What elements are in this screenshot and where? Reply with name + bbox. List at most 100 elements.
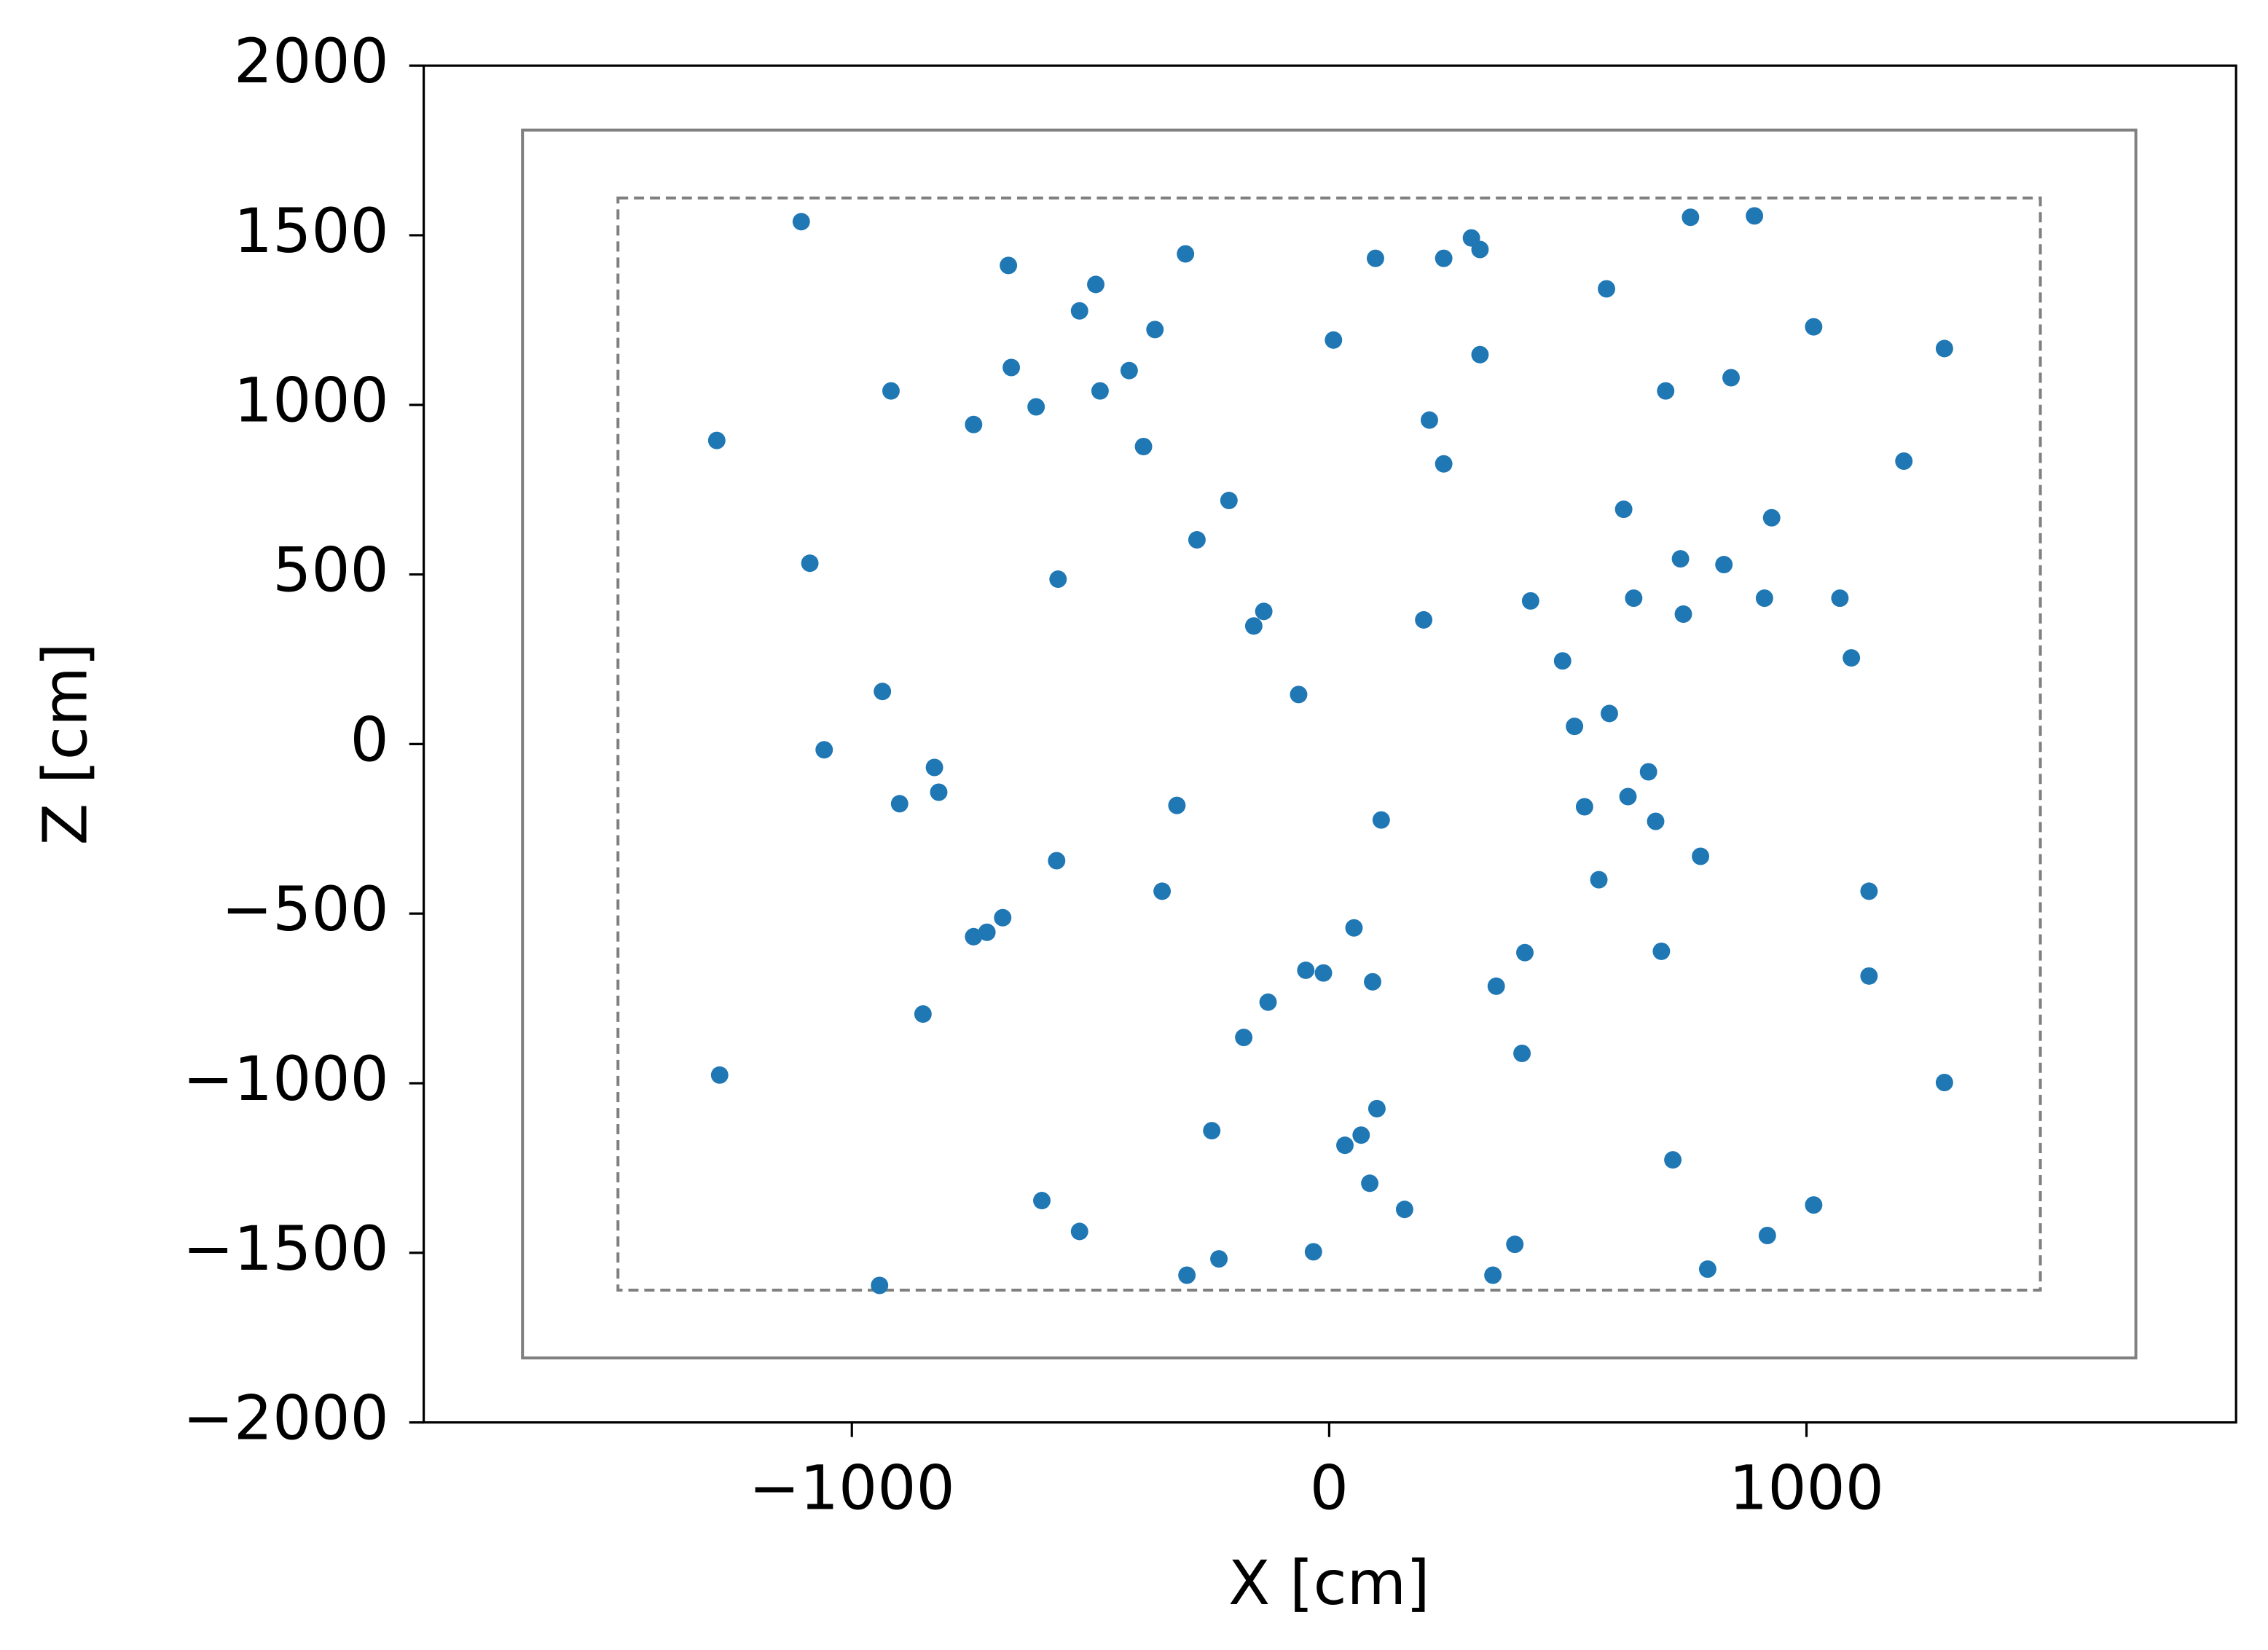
y-tick-label: −500 (221, 873, 389, 945)
point (1203, 1122, 1221, 1140)
point (1566, 718, 1584, 736)
point (1070, 302, 1088, 320)
y-tick-label: 1000 (234, 365, 389, 436)
point (1220, 492, 1238, 510)
point (1168, 796, 1186, 814)
point (1210, 1250, 1228, 1268)
point (1000, 256, 1018, 275)
point (1487, 977, 1505, 995)
point (1513, 1044, 1531, 1063)
point (1070, 1222, 1088, 1241)
point (1415, 610, 1433, 629)
point (1048, 852, 1066, 870)
point (871, 1276, 889, 1295)
point (1177, 245, 1195, 263)
point (1664, 1151, 1682, 1169)
x-axis-label: X [cm] (1228, 1547, 1430, 1619)
point (1471, 240, 1489, 259)
region-outline (616, 196, 2042, 1292)
point (1033, 1192, 1051, 1210)
point (1601, 704, 1618, 723)
x-tick-label: −1000 (749, 1453, 955, 1524)
point (1935, 339, 1953, 358)
point (1746, 207, 1764, 225)
x-tick-label: 1000 (1729, 1453, 1884, 1524)
y-tick-label: 1500 (234, 195, 389, 267)
point (1647, 812, 1665, 830)
point (1698, 1260, 1716, 1278)
point (925, 758, 943, 777)
point (1049, 570, 1067, 589)
point (965, 927, 983, 946)
point (1516, 943, 1534, 962)
point (1715, 556, 1733, 574)
point (1290, 685, 1308, 704)
point (1575, 798, 1593, 816)
point (1758, 1227, 1776, 1245)
point (1614, 500, 1633, 519)
point (1352, 1126, 1370, 1144)
point (1805, 1196, 1823, 1214)
point (914, 1005, 932, 1023)
point (890, 795, 909, 813)
y-tick-label: −1000 (183, 1043, 389, 1115)
point (1506, 1235, 1524, 1254)
point (1027, 398, 1045, 416)
y-axis-label: Z [cm] (30, 643, 101, 845)
point (1345, 919, 1363, 937)
point (1153, 882, 1172, 900)
point (994, 908, 1012, 927)
point (1002, 358, 1021, 377)
y-tick-label: 500 (272, 534, 389, 605)
point (1895, 452, 1913, 471)
point (1120, 361, 1138, 380)
point (1395, 1201, 1413, 1219)
point (1755, 589, 1773, 608)
point (1325, 331, 1343, 349)
point (1619, 787, 1637, 806)
point (815, 741, 833, 759)
point (1682, 208, 1700, 227)
point (1368, 1099, 1386, 1117)
point (1484, 1266, 1502, 1284)
point (1091, 382, 1109, 400)
point (1178, 1266, 1196, 1284)
point (1259, 993, 1277, 1011)
point (1935, 1074, 1953, 1092)
point (1421, 411, 1438, 429)
point (1235, 1029, 1253, 1047)
x-tick-label: 0 (1310, 1453, 1349, 1524)
point (1805, 318, 1823, 336)
point (1255, 602, 1273, 621)
point (1553, 652, 1571, 670)
region-outline (521, 128, 2138, 1360)
point (1598, 280, 1615, 298)
point (1364, 973, 1381, 991)
point (1146, 321, 1164, 339)
point (1314, 964, 1333, 982)
y-tick-label: −1500 (183, 1213, 389, 1284)
point (874, 683, 892, 701)
point (801, 554, 819, 573)
point (1674, 605, 1692, 624)
point (1843, 649, 1861, 667)
point (1521, 592, 1539, 610)
point (1860, 967, 1878, 985)
point (1657, 382, 1675, 400)
point (1188, 531, 1206, 549)
point (1831, 589, 1849, 608)
point (1435, 249, 1453, 267)
point (1372, 811, 1390, 829)
point (1625, 589, 1643, 608)
y-tick-label: 0 (350, 704, 389, 775)
point (707, 431, 726, 449)
y-tick-label: −2000 (183, 1382, 389, 1453)
point (1590, 871, 1608, 889)
point (1134, 437, 1153, 456)
point (1366, 249, 1384, 267)
point (1671, 550, 1690, 568)
point (965, 415, 983, 433)
plot-frame (422, 64, 2237, 1424)
